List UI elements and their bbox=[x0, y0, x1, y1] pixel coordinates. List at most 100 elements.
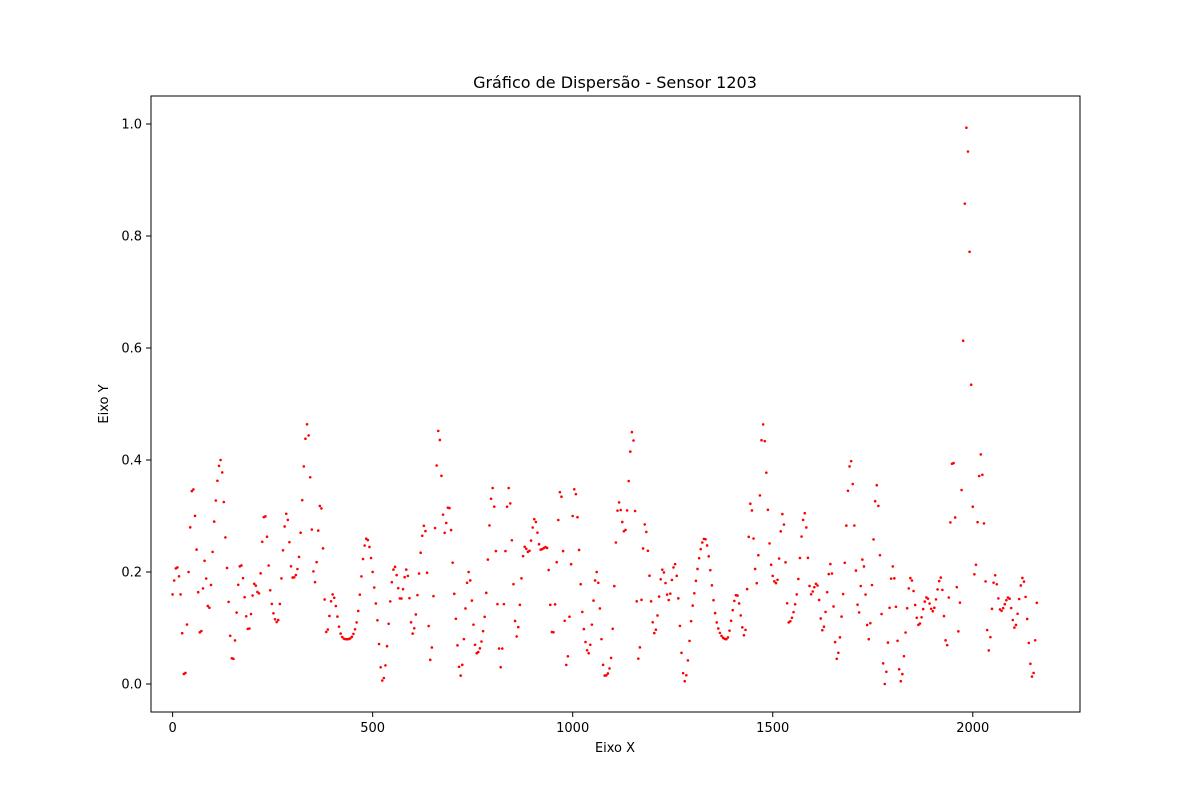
data-point bbox=[385, 644, 389, 648]
data-point bbox=[854, 569, 858, 572]
data-point bbox=[336, 615, 339, 618]
data-point bbox=[236, 583, 240, 587]
data-point bbox=[366, 538, 370, 542]
data-point bbox=[886, 641, 890, 644]
data-point bbox=[489, 497, 493, 501]
data-point bbox=[864, 593, 867, 596]
data-point bbox=[392, 568, 395, 571]
data-point bbox=[701, 541, 704, 544]
data-point bbox=[257, 592, 261, 595]
data-point bbox=[566, 655, 570, 658]
data-point bbox=[200, 629, 203, 633]
data-point bbox=[259, 572, 262, 575]
data-point bbox=[865, 623, 869, 627]
data-point bbox=[440, 474, 443, 478]
data-point bbox=[718, 631, 722, 635]
data-point bbox=[733, 599, 736, 603]
chart-title: Gráfico de Dispersão - Sensor 1203 bbox=[473, 73, 757, 92]
data-point bbox=[1021, 576, 1024, 580]
data-point bbox=[273, 617, 277, 621]
data-point bbox=[180, 631, 184, 635]
data-point bbox=[305, 422, 309, 426]
data-point bbox=[657, 595, 661, 598]
data-point bbox=[220, 471, 224, 474]
data-point bbox=[491, 486, 494, 490]
data-point bbox=[240, 564, 243, 567]
data-point bbox=[411, 632, 414, 635]
data-point bbox=[579, 582, 582, 586]
data-point bbox=[406, 574, 410, 578]
data-point bbox=[765, 471, 768, 474]
data-point bbox=[275, 620, 278, 624]
data-point bbox=[590, 623, 594, 626]
data-point bbox=[484, 591, 488, 595]
data-point bbox=[286, 518, 290, 522]
data-point bbox=[534, 520, 538, 524]
data-point bbox=[835, 657, 839, 661]
data-point bbox=[614, 541, 618, 544]
data-point bbox=[837, 651, 840, 655]
data-point bbox=[572, 488, 576, 491]
data-point bbox=[965, 126, 968, 129]
data-point bbox=[821, 628, 824, 632]
data-point bbox=[260, 540, 264, 544]
data-point bbox=[873, 499, 877, 503]
data-point bbox=[984, 580, 987, 583]
data-point bbox=[384, 664, 387, 667]
data-point bbox=[645, 530, 648, 534]
data-point bbox=[241, 576, 245, 580]
data-point bbox=[947, 596, 951, 599]
data-point bbox=[773, 580, 776, 583]
data-point bbox=[492, 505, 496, 508]
data-point bbox=[741, 626, 744, 629]
data-point bbox=[486, 558, 490, 561]
data-point bbox=[316, 529, 320, 532]
data-point bbox=[409, 621, 413, 624]
data-point bbox=[646, 549, 650, 553]
data-point bbox=[808, 584, 811, 588]
data-point bbox=[393, 565, 397, 569]
data-point bbox=[638, 646, 642, 649]
data-point bbox=[308, 475, 312, 479]
data-point bbox=[749, 502, 752, 506]
data-point bbox=[795, 593, 799, 596]
data-point bbox=[713, 611, 717, 615]
data-point bbox=[337, 625, 341, 628]
data-point bbox=[801, 518, 805, 522]
data-point bbox=[1032, 671, 1035, 675]
data-point bbox=[281, 548, 285, 552]
data-point bbox=[424, 529, 427, 533]
data-point bbox=[1030, 675, 1034, 678]
data-point bbox=[444, 521, 448, 525]
data-point bbox=[896, 639, 899, 643]
data-point bbox=[883, 682, 887, 686]
data-point bbox=[774, 581, 778, 585]
y-tick-label: 1.0 bbox=[121, 118, 142, 133]
data-point bbox=[276, 618, 280, 622]
data-point bbox=[1003, 602, 1007, 606]
data-point bbox=[709, 568, 712, 572]
data-point bbox=[224, 536, 227, 539]
data-point bbox=[939, 576, 943, 579]
data-point bbox=[641, 547, 645, 550]
data-point bbox=[875, 483, 879, 487]
data-point bbox=[523, 545, 526, 549]
data-point bbox=[435, 464, 438, 467]
data-point bbox=[208, 606, 211, 610]
data-point bbox=[822, 625, 826, 629]
data-point bbox=[414, 613, 418, 616]
data-point bbox=[619, 508, 622, 512]
data-point bbox=[371, 570, 374, 574]
data-point bbox=[593, 579, 597, 582]
data-point bbox=[752, 537, 755, 540]
data-point bbox=[184, 671, 187, 675]
data-point bbox=[553, 603, 557, 606]
data-point bbox=[710, 584, 714, 587]
data-point bbox=[758, 494, 762, 497]
data-point bbox=[451, 561, 454, 564]
data-point bbox=[833, 640, 837, 644]
data-point bbox=[840, 615, 843, 618]
data-point bbox=[576, 515, 579, 519]
data-point bbox=[379, 665, 382, 669]
